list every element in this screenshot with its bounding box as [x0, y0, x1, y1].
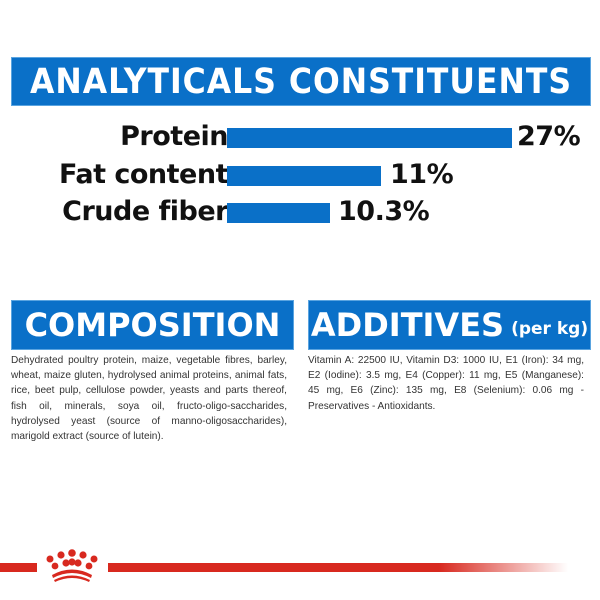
crude-fiber-value: 10.3%: [338, 196, 430, 227]
crude-fiber-label: Crude fiber: [62, 196, 228, 227]
fat-content-value: 11%: [390, 159, 454, 190]
crown-icon: [46, 549, 98, 582]
additives-unit: (per kg): [511, 319, 589, 339]
protein-value: 27%: [517, 121, 581, 152]
additives-title: ADDITIVES: [310, 306, 505, 344]
crude-fiber-bar: [227, 203, 330, 223]
additives-title-banner: ADDITIVES (per kg): [308, 300, 591, 350]
footer-line-right: [108, 563, 568, 572]
analytical-constituents-title: ANALYTICALS CONSTITUENTS: [11, 57, 591, 106]
protein-bar: [227, 128, 512, 148]
fat-content-bar: [227, 166, 381, 186]
composition-title: COMPOSITION: [11, 300, 294, 350]
footer-line-left: [0, 563, 37, 572]
fat-content-label: Fat content: [58, 159, 229, 190]
composition-text: Dehydrated poultry protein, maize, veget…: [11, 355, 287, 443]
additives-text: Vitamin A: 22500 IU, Vitamin D3: 1000 IU…: [308, 355, 584, 412]
protein-label: Protein: [120, 121, 228, 152]
